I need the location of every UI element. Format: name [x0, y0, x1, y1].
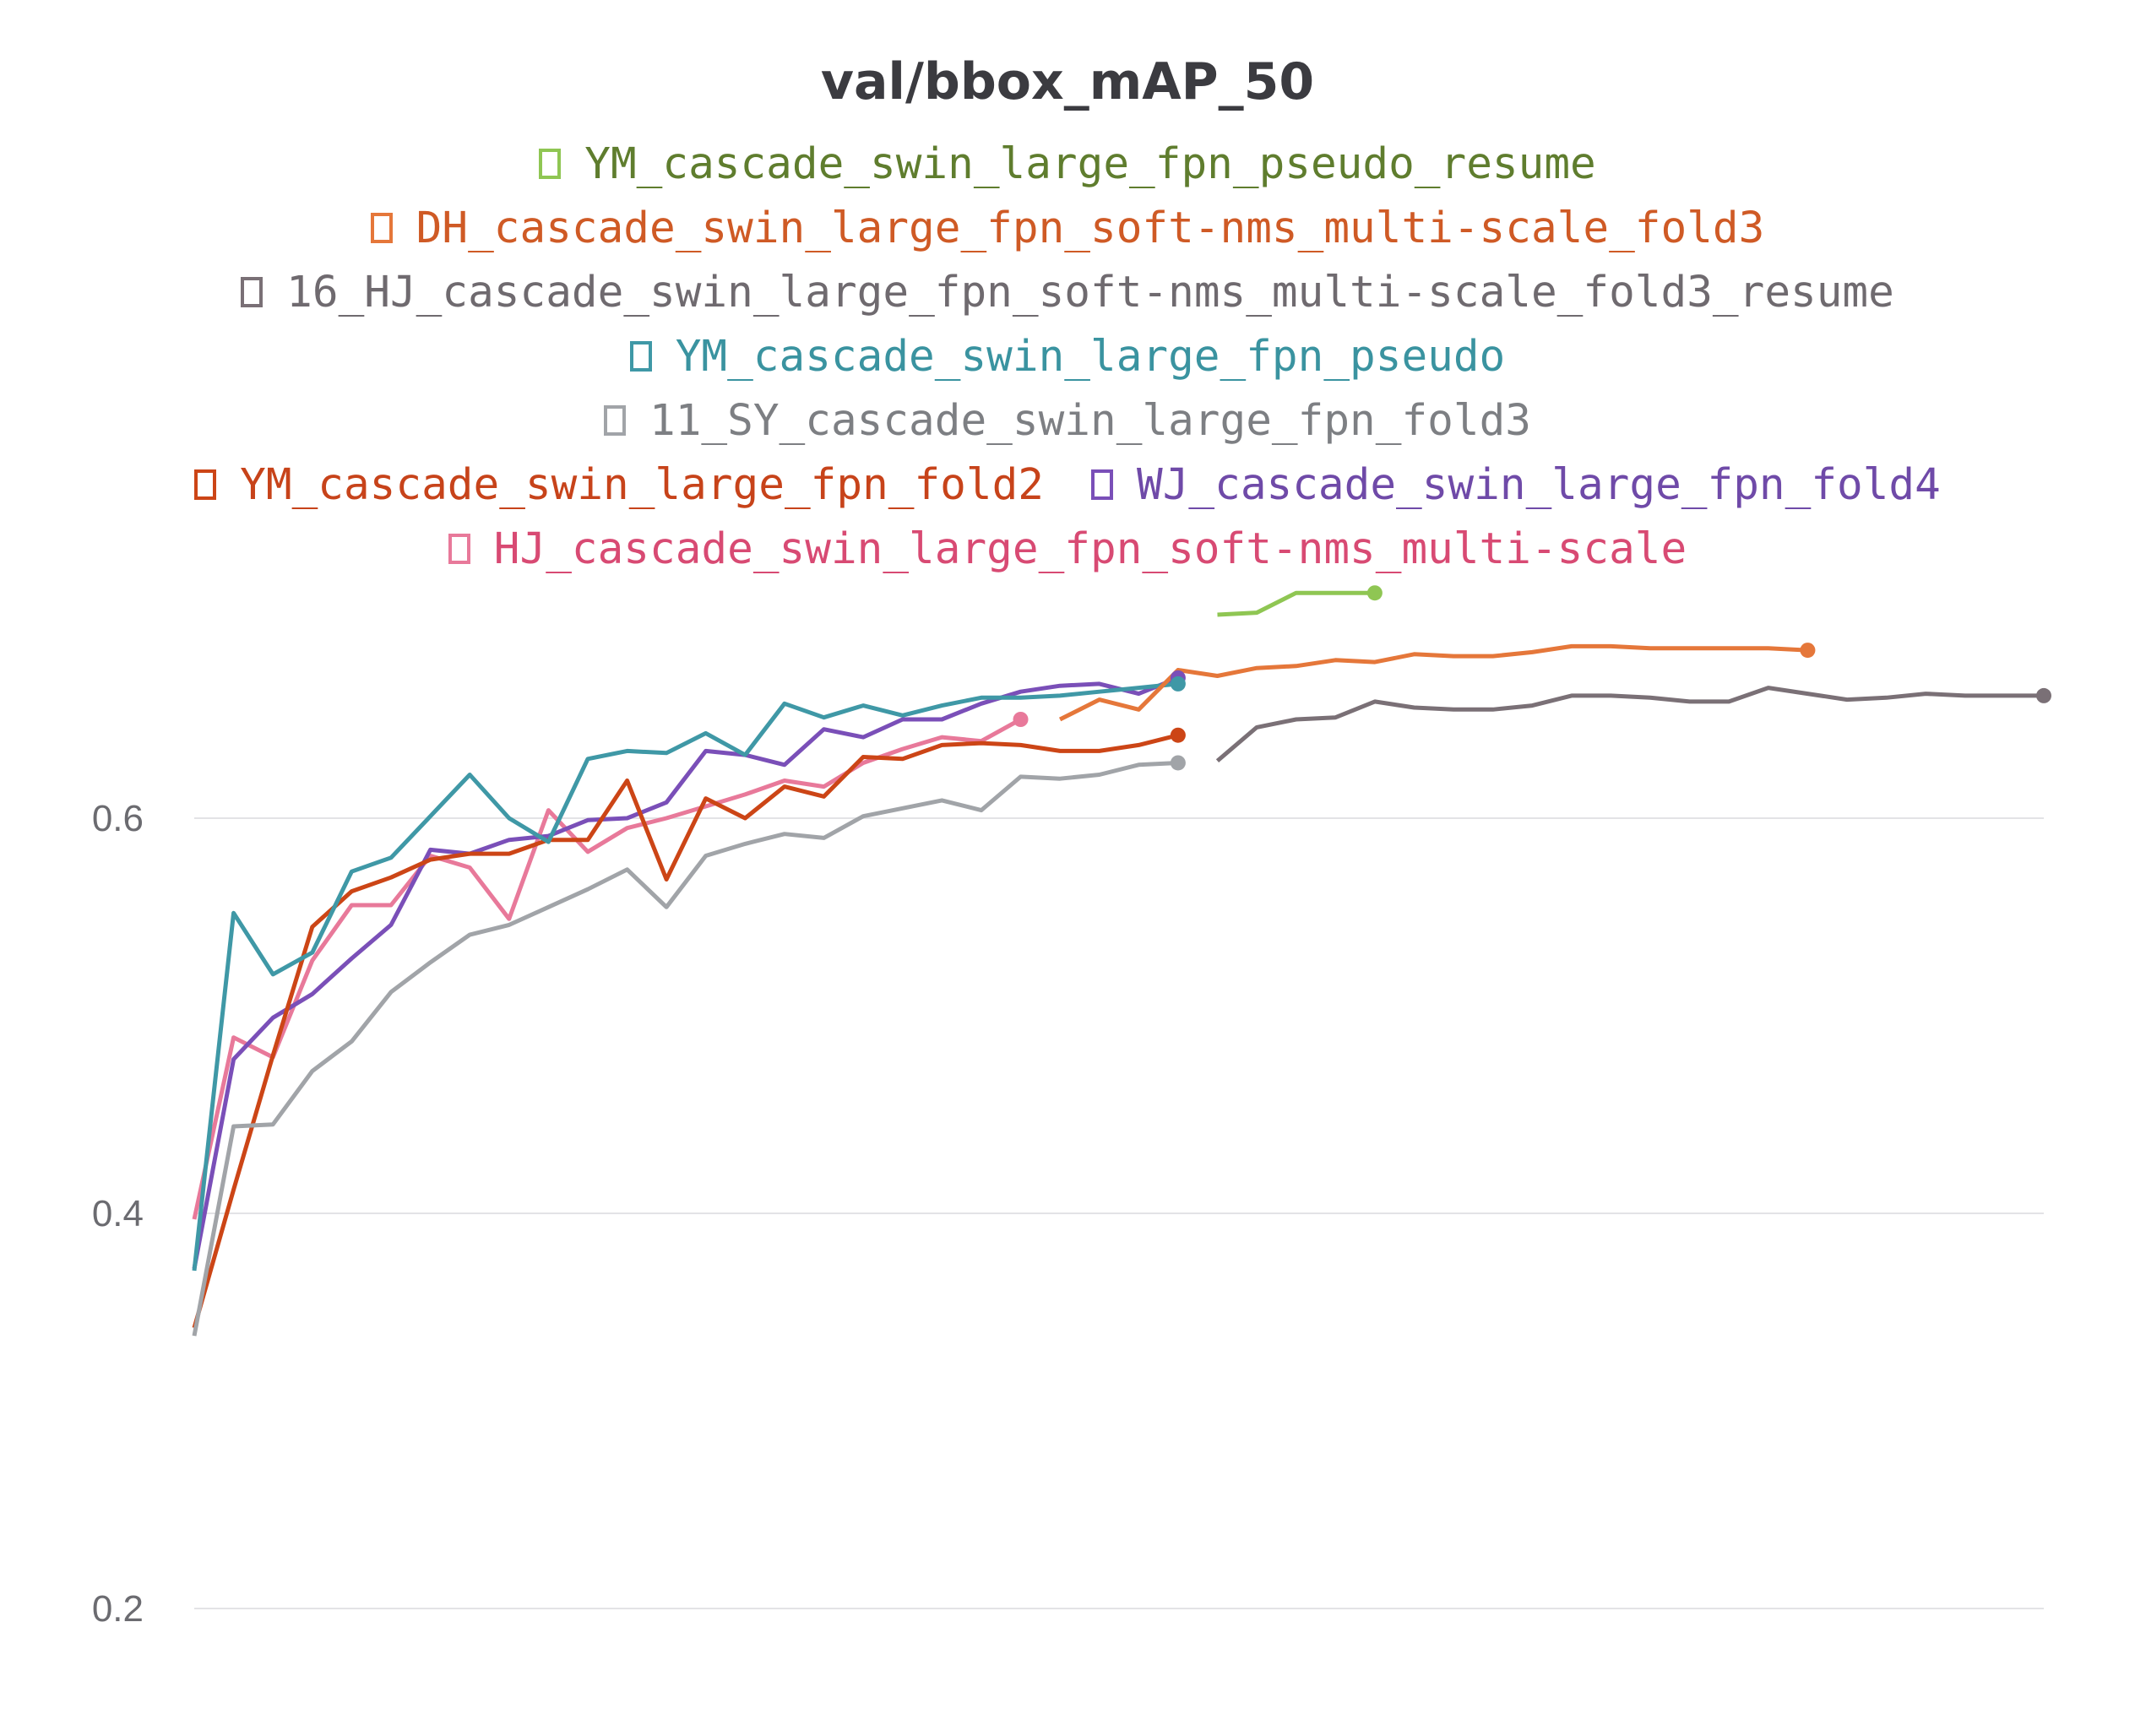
legend-label: DH_cascade_swin_large_fpn_soft-nms_multi…: [416, 203, 1765, 253]
series-lines: [192, 590, 2044, 1337]
legend-label: 16_HJ_cascade_swin_large_fpn_soft-nms_mu…: [286, 267, 1894, 317]
legend-entry-11-sy-cascade-swin-large-fpn-fold3[interactable]: 11_SY_cascade_swin_large_fpn_fold3: [604, 396, 1531, 446]
legend-swatch-icon: [604, 405, 627, 436]
legend-row: YM_cascade_swin_large_fpn_fold2 WJ_cascad…: [0, 453, 2135, 517]
legend-label: YM_cascade_swin_large_fpn_pseudo: [675, 331, 1506, 382]
series-line-16-hj-cascade-swin-large-fpn-soft-nms-multi-scale-fold3-resume: [1215, 686, 2044, 763]
legend-row: YM_cascade_swin_large_fpn_pseudo: [0, 324, 2135, 388]
legend-label: YM_cascade_swin_large_fpn_fold2: [240, 459, 1044, 510]
legend-swatch-icon: [241, 277, 263, 307]
series-line-hj-cascade-swin-large-fpn-soft-nms-multi-scale: [192, 717, 1022, 1220]
series-endpoint-16-hj-cascade-swin-large-fpn-soft-nms-multi-scale-fold3-resume: [2036, 687, 2051, 703]
legend-entry-16-hj-cascade-swin-large-fpn-soft-nms-multi-scale-fold3-resume[interactable]: 16_HJ_cascade_swin_large_fpn_soft-nms_mu…: [241, 268, 1894, 317]
legend-entry-ym-cascade-swin-large-fpn-pseudo[interactable]: YM_cascade_swin_large_fpn_pseudo: [629, 331, 1506, 382]
series-endpoint-dh-cascade-swin-large-fpn-soft-nms-multi-scale-fold3: [1800, 643, 1816, 659]
legend-label: HJ_cascade_swin_large_fpn_soft-nms_multi…: [493, 524, 1687, 574]
legend-swatch-icon: [1091, 469, 1113, 500]
legend-swatch-icon: [194, 469, 217, 500]
legend-swatch-icon: [539, 149, 562, 179]
legend-row: DH_cascade_swin_large_fpn_soft-nms_multi…: [0, 196, 2135, 260]
series-endpoint-ym-cascade-swin-large-fpn-fold2: [1170, 727, 1186, 743]
legend-row: 11_SY_cascade_swin_large_fpn_fold3: [0, 388, 2135, 453]
y-tick-label: 0.2: [92, 1588, 144, 1630]
series-line-dh-cascade-swin-large-fpn-soft-nms-multi-scale-fold3: [1058, 643, 1808, 722]
series-line-wj-cascade-swin-large-fpn-fold4: [192, 675, 1179, 1269]
legend-row: YM_cascade_swin_large_fpn_pseudo_resume: [0, 132, 2135, 196]
y-tick-label: 0.4: [92, 1193, 144, 1234]
y-tick-labels: 0.2 0.4 0.6: [92, 798, 144, 1630]
series-endpoint-hj-cascade-swin-large-fpn-soft-nms-multi-scale: [1013, 712, 1029, 727]
chart-title: val/bbox_mAP_50: [820, 52, 1315, 111]
legend-label: WJ_cascade_swin_large_fpn_fold4: [1137, 459, 1941, 510]
chart-legend: YM_cascade_swin_large_fpn_pseudo_resume D…: [0, 132, 2135, 581]
series-endpoints: [1013, 585, 2051, 771]
gridlines: [194, 817, 2044, 1609]
series-line-ym-cascade-swin-large-fpn-fold2: [192, 733, 1179, 1329]
series-endpoint-ym-cascade-swin-large-fpn-pseudo: [1170, 675, 1186, 692]
series-line-ym-cascade-swin-large-fpn-pseudo-resume: [1217, 590, 1375, 617]
series-endpoint-11-sy-cascade-swin-large-fpn-fold3: [1170, 755, 1186, 771]
series-line-11-sy-cascade-swin-large-fpn-fold3: [192, 761, 1179, 1337]
legend-entry-ym-cascade-swin-large-fpn-pseudo-resume[interactable]: YM_cascade_swin_large_fpn_pseudo_resume: [539, 138, 1596, 189]
legend-entry-ym-cascade-swin-large-fpn-fold2[interactable]: YM_cascade_swin_large_fpn_fold2: [194, 460, 1044, 510]
legend-swatch-icon: [629, 341, 652, 372]
legend-entry-wj-cascade-swin-large-fpn-fold4[interactable]: WJ_cascade_swin_large_fpn_fold4: [1091, 460, 1941, 510]
legend-swatch-icon: [370, 213, 393, 243]
legend-row: HJ_cascade_swin_large_fpn_soft-nms_multi…: [0, 517, 2135, 581]
series-endpoint-ym-cascade-swin-large-fpn-pseudo-resume: [1366, 585, 1383, 601]
series-line-ym-cascade-swin-large-fpn-pseudo: [192, 681, 1179, 1272]
y-tick-label: 0.6: [92, 798, 144, 839]
legend-entry-dh-cascade-swin-large-fpn-soft-nms-multi-scale-fold3[interactable]: DH_cascade_swin_large_fpn_soft-nms_multi…: [370, 203, 1765, 253]
legend-entry-hj-cascade-swin-large-fpn-soft-nms-multi-scale[interactable]: HJ_cascade_swin_large_fpn_soft-nms_multi…: [448, 524, 1687, 574]
legend-row: 16_HJ_cascade_swin_large_fpn_soft-nms_mu…: [0, 260, 2135, 324]
legend-label: 11_SY_cascade_swin_large_fpn_fold3: [649, 395, 1531, 446]
legend-swatch-icon: [448, 534, 470, 564]
legend-label: YM_cascade_swin_large_fpn_pseudo_resume: [584, 138, 1596, 189]
